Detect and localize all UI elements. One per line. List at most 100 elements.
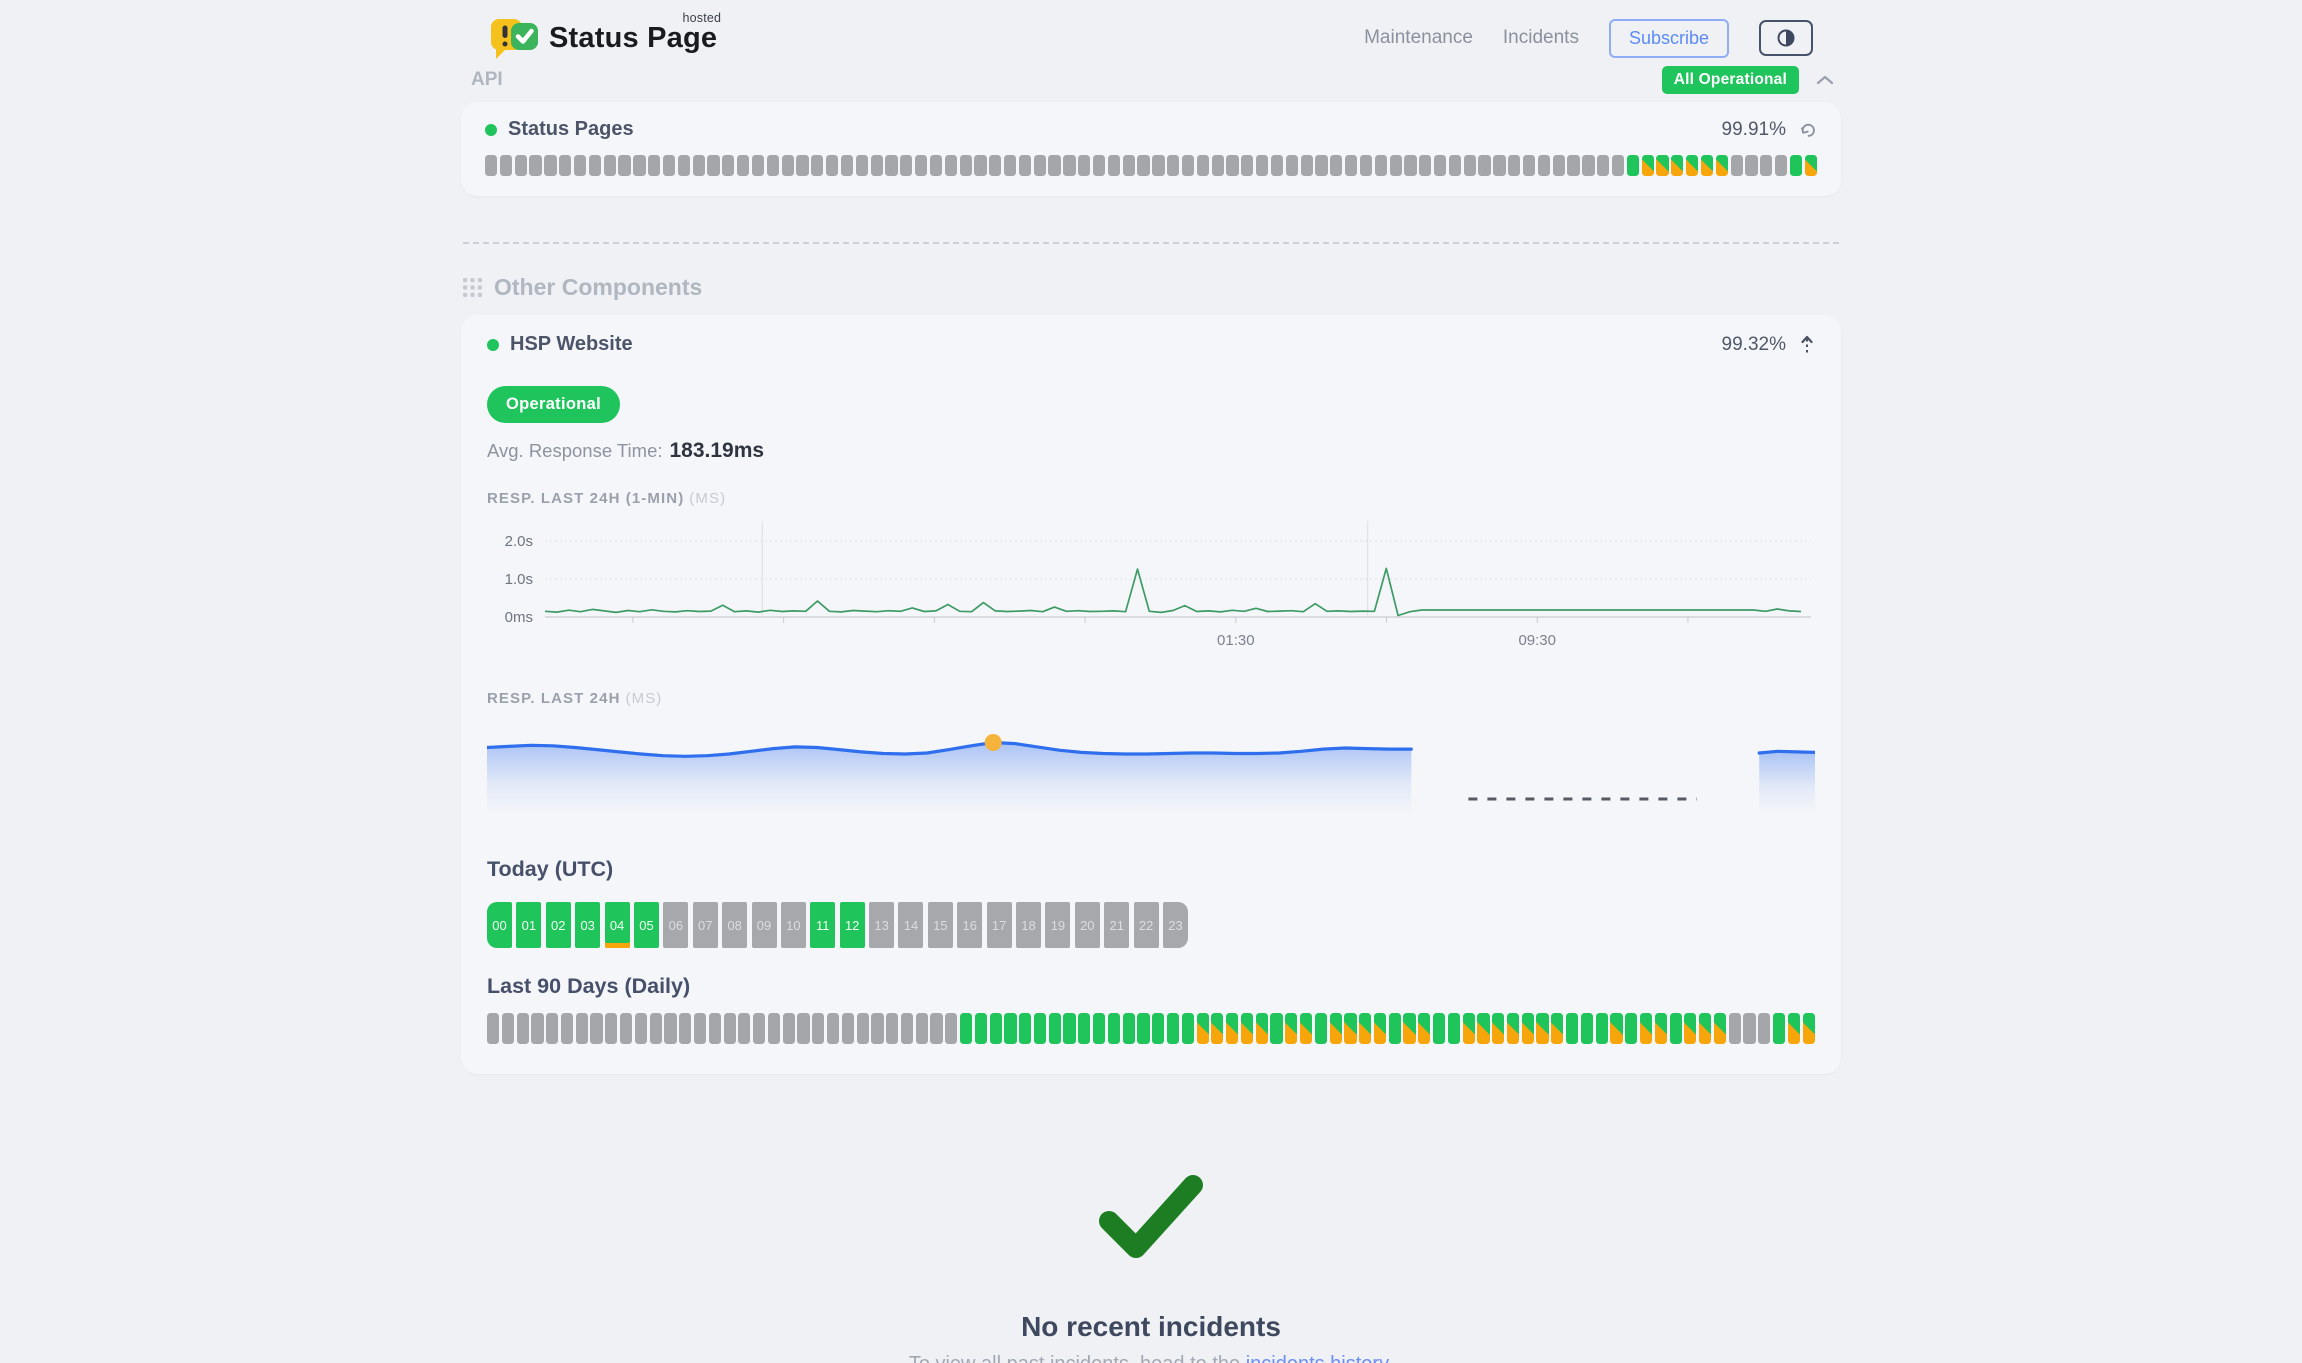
uptime-segment-nodata[interactable] xyxy=(1226,155,1239,176)
hour-block-11[interactable]: 11 xyxy=(810,902,836,948)
hour-block-01[interactable]: 01 xyxy=(516,902,542,948)
uptime-segment-nodata[interactable] xyxy=(826,155,839,176)
hour-block-02[interactable]: 02 xyxy=(545,902,571,948)
uptime-segment-operational[interactable] xyxy=(1137,1013,1150,1044)
uptime-segment-nodata[interactable] xyxy=(620,1013,633,1044)
uptime-segment-nodata[interactable] xyxy=(559,155,572,176)
hour-block-00[interactable]: 00 xyxy=(487,902,512,948)
uptime-segment-operational[interactable] xyxy=(1048,1013,1061,1044)
uptime-segment-operational[interactable] xyxy=(974,1013,987,1044)
hour-block-23[interactable]: 23 xyxy=(1162,902,1188,948)
hour-block-22[interactable]: 22 xyxy=(1133,902,1159,948)
uptime-segment-nodata[interactable] xyxy=(1478,155,1491,176)
uptime-segment-nodata[interactable] xyxy=(679,1013,692,1044)
uptime-segment-operational[interactable] xyxy=(1166,1013,1180,1044)
uptime-segment-degraded[interactable] xyxy=(1359,1013,1372,1044)
uptime-segment-nodata[interactable] xyxy=(989,155,1002,176)
hour-block-17[interactable]: 17 xyxy=(986,902,1012,948)
uptime-segment-degraded[interactable] xyxy=(1639,1013,1653,1044)
hour-block-13[interactable]: 13 xyxy=(869,902,895,948)
uptime-segment-nodata[interactable] xyxy=(1434,155,1447,176)
uptime-segment-degraded[interactable] xyxy=(1713,1013,1727,1044)
uptime-segment-nodata[interactable] xyxy=(753,1013,766,1044)
uptime-segment-operational[interactable] xyxy=(1122,1013,1135,1044)
uptime-segment-degraded[interactable] xyxy=(1492,1013,1505,1044)
incidents-history-link[interactable]: incidents history xyxy=(1246,1353,1388,1363)
uptime-segment-nodata[interactable] xyxy=(1567,155,1580,176)
uptime-segment-nodata[interactable] xyxy=(648,155,661,176)
uptime-segment-nodata[interactable] xyxy=(870,155,883,176)
uptime-segment-nodata[interactable] xyxy=(1181,155,1195,176)
uptime-segment-nodata[interactable] xyxy=(1359,155,1373,176)
hour-block-05[interactable]: 05 xyxy=(633,902,659,948)
uptime-segment-nodata[interactable] xyxy=(633,155,646,176)
uptime-segment-nodata[interactable] xyxy=(1270,155,1284,176)
hour-block-15[interactable]: 15 xyxy=(927,902,953,948)
uptime-segment-nodata[interactable] xyxy=(1122,155,1135,176)
uptime-segment-nodata[interactable] xyxy=(692,155,705,176)
uptime-segment-nodata[interactable] xyxy=(1493,155,1506,176)
uptime-segment-operational[interactable] xyxy=(1181,1013,1194,1044)
uptime-segment-degraded[interactable] xyxy=(1196,1013,1209,1044)
uptime-segment-degraded[interactable] xyxy=(1477,1013,1490,1044)
uptime-segment-operational[interactable] xyxy=(1669,1013,1682,1044)
uptime-segment-operational[interactable] xyxy=(1063,1013,1076,1044)
uptime-segment-degraded[interactable] xyxy=(1344,1013,1357,1044)
uptime-segment-nodata[interactable] xyxy=(737,155,750,176)
uptime-segment-nodata[interactable] xyxy=(1745,155,1758,176)
hour-block-16[interactable]: 16 xyxy=(957,902,983,948)
uptime-segment-nodata[interactable] xyxy=(662,155,676,176)
uptime-segment-nodata[interactable] xyxy=(767,1013,781,1044)
uptime-segment-nodata[interactable] xyxy=(1107,155,1121,176)
uptime-segment-nodata[interactable] xyxy=(546,1013,559,1044)
hour-block-21[interactable]: 21 xyxy=(1104,902,1130,948)
uptime-segment-nodata[interactable] xyxy=(516,1013,529,1044)
uptime-segment-nodata[interactable] xyxy=(1743,1013,1756,1044)
hour-block-03[interactable]: 03 xyxy=(575,902,601,948)
uptime-segment-nodata[interactable] xyxy=(501,1013,514,1044)
uptime-segment-operational[interactable] xyxy=(1388,1013,1401,1044)
uptime-segment-nodata[interactable] xyxy=(693,1013,707,1044)
uptime-segment-nodata[interactable] xyxy=(915,1013,928,1044)
uptime-segment-nodata[interactable] xyxy=(1315,155,1328,176)
uptime-segment-operational[interactable] xyxy=(1580,1013,1593,1044)
uptime-segment-degraded[interactable] xyxy=(1700,155,1714,176)
uptime-segment-degraded[interactable] xyxy=(1715,155,1728,176)
uptime-segment-degraded[interactable] xyxy=(1671,155,1684,176)
uptime-segment-degraded[interactable] xyxy=(1656,155,1669,176)
uptime-segment-nodata[interactable] xyxy=(531,1013,544,1044)
uptime-segment-nodata[interactable] xyxy=(1374,155,1387,176)
uptime-segment-nodata[interactable] xyxy=(575,1013,588,1044)
uptime-segment-nodata[interactable] xyxy=(781,155,794,176)
uptime-segment-nodata[interactable] xyxy=(1728,1013,1741,1044)
uptime-segment-nodata[interactable] xyxy=(603,155,616,176)
hour-block-04[interactable]: 04 xyxy=(604,902,630,948)
uptime-segment-nodata[interactable] xyxy=(766,155,779,176)
uptime-segment-nodata[interactable] xyxy=(1152,155,1165,176)
uptime-segment-operational[interactable] xyxy=(1626,155,1639,176)
uptime-segment-operational[interactable] xyxy=(1107,1013,1120,1044)
uptime-segment-operational[interactable] xyxy=(1314,1013,1327,1044)
uptime-segment-nodata[interactable] xyxy=(590,1013,603,1044)
arrow-up-icon[interactable] xyxy=(1799,334,1815,356)
uptime-segment-nodata[interactable] xyxy=(1760,155,1773,176)
uptime-segment-nodata[interactable] xyxy=(1003,155,1017,176)
uptime-segment-nodata[interactable] xyxy=(841,1013,854,1044)
refresh-icon[interactable] xyxy=(1799,121,1817,139)
uptime-segment-nodata[interactable] xyxy=(885,155,898,176)
uptime-segment-operational[interactable] xyxy=(1093,1013,1106,1044)
uptime-segment-nodata[interactable] xyxy=(722,155,735,176)
uptime-segment-nodata[interactable] xyxy=(649,1013,662,1044)
theme-toggle-button[interactable] xyxy=(1759,20,1813,56)
uptime-segment-operational[interactable] xyxy=(1152,1013,1165,1044)
uptime-segment-degraded[interactable] xyxy=(1226,1013,1239,1044)
uptime-segment-nodata[interactable] xyxy=(826,1013,840,1044)
uptime-segment-nodata[interactable] xyxy=(529,155,542,176)
uptime-segment-nodata[interactable] xyxy=(796,155,809,176)
uptime-segment-nodata[interactable] xyxy=(1508,155,1521,176)
uptime-segment-nodata[interactable] xyxy=(915,155,928,176)
uptime-segment-degraded[interactable] xyxy=(1699,1013,1712,1044)
uptime-segment-nodata[interactable] xyxy=(1063,155,1076,176)
chevron-up-icon[interactable] xyxy=(1815,73,1835,87)
uptime-segment-degraded[interactable] xyxy=(1686,155,1699,176)
